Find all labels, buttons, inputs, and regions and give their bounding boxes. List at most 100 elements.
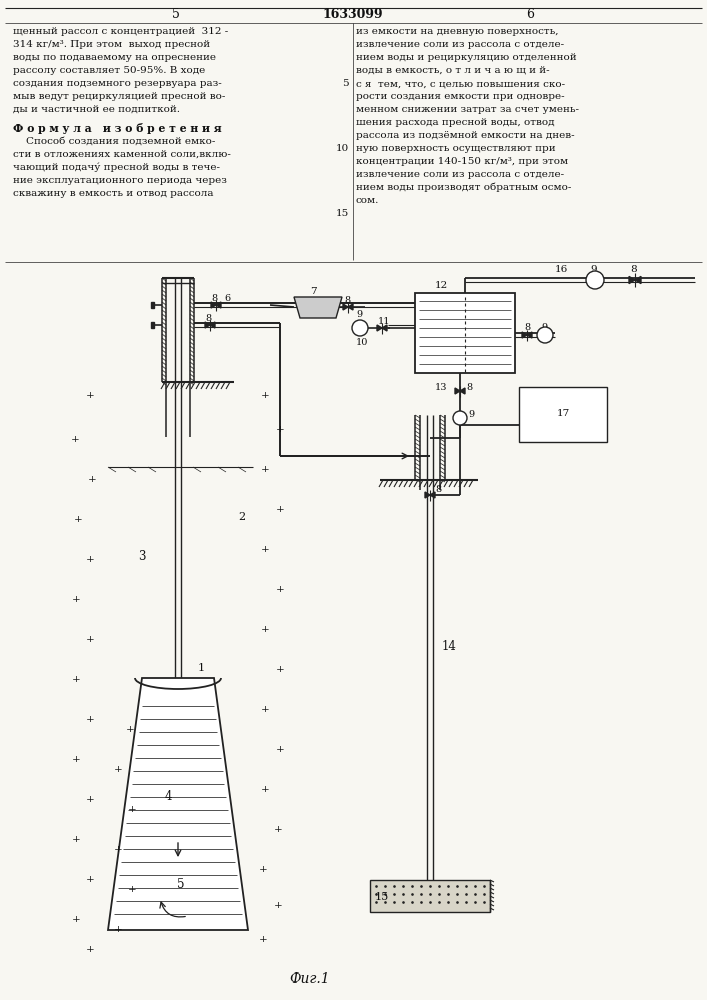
Text: +: + bbox=[261, 390, 269, 399]
Text: 15: 15 bbox=[336, 209, 349, 218]
Text: концентрации 140-150 кг/м³, при этом: концентрации 140-150 кг/м³, при этом bbox=[356, 157, 568, 166]
Bar bbox=[370, 880, 490, 912]
Text: +: + bbox=[261, 626, 269, 635]
Bar bbox=[151, 322, 154, 328]
Text: 11: 11 bbox=[378, 317, 390, 326]
Text: +: + bbox=[86, 796, 94, 804]
Text: сом.: сом. bbox=[356, 196, 380, 205]
Text: +: + bbox=[128, 886, 136, 894]
Text: +: + bbox=[261, 706, 269, 714]
Text: +: + bbox=[126, 726, 134, 734]
Text: 6: 6 bbox=[224, 294, 230, 303]
Text: 8: 8 bbox=[630, 265, 636, 274]
Text: +: + bbox=[86, 636, 94, 645]
Text: +: + bbox=[114, 846, 122, 854]
Polygon shape bbox=[205, 322, 210, 328]
Text: +: + bbox=[71, 916, 81, 924]
Polygon shape bbox=[348, 304, 353, 310]
Text: Ф о р м у л а   и з о б р е т е н и я: Ф о р м у л а и з о б р е т е н и я bbox=[13, 123, 221, 134]
Text: 6: 6 bbox=[526, 8, 534, 21]
Text: 13: 13 bbox=[435, 383, 448, 392]
Text: +: + bbox=[261, 546, 269, 554]
Polygon shape bbox=[522, 332, 527, 338]
Text: 5: 5 bbox=[177, 878, 185, 891]
Text: щенный рассол с концентрацией  312 -: щенный рассол с концентрацией 312 - bbox=[13, 27, 228, 36]
Polygon shape bbox=[216, 302, 221, 308]
Text: +: + bbox=[261, 786, 269, 794]
Text: +: + bbox=[259, 936, 267, 944]
Text: +: + bbox=[71, 836, 81, 844]
Text: 5: 5 bbox=[342, 79, 349, 88]
Text: 8: 8 bbox=[344, 296, 350, 305]
Text: с я  тем, что, с целью повышения ско-: с я тем, что, с целью повышения ско- bbox=[356, 79, 565, 88]
Bar bbox=[151, 302, 154, 308]
Polygon shape bbox=[377, 325, 382, 331]
Polygon shape bbox=[460, 388, 465, 394]
Text: +: + bbox=[276, 426, 284, 434]
Bar bbox=[519, 387, 607, 442]
Text: +: + bbox=[86, 946, 94, 954]
Text: ние эксплуатационного периода через: ние эксплуатационного периода через bbox=[13, 176, 227, 185]
Text: 8: 8 bbox=[205, 314, 211, 323]
Polygon shape bbox=[629, 276, 635, 284]
Text: извлечение соли из рассола с отделе-: извлечение соли из рассола с отделе- bbox=[356, 170, 564, 179]
Text: 9: 9 bbox=[541, 323, 547, 332]
Text: +: + bbox=[88, 476, 96, 485]
Text: +: + bbox=[276, 506, 284, 514]
Circle shape bbox=[453, 411, 467, 425]
Text: 9: 9 bbox=[468, 410, 474, 419]
Polygon shape bbox=[210, 322, 215, 328]
Text: +: + bbox=[71, 676, 81, 684]
Text: 7: 7 bbox=[310, 287, 317, 296]
Text: 16: 16 bbox=[555, 265, 568, 274]
Text: +: + bbox=[86, 390, 94, 399]
Text: +: + bbox=[274, 826, 282, 834]
Text: ды и частичной ее подпиткой.: ды и частичной ее подпиткой. bbox=[13, 105, 180, 114]
Text: из емкости на дневную поверхность,: из емкости на дневную поверхность, bbox=[356, 27, 559, 36]
Circle shape bbox=[352, 320, 368, 336]
Text: +: + bbox=[86, 556, 94, 564]
Text: +: + bbox=[71, 436, 79, 444]
Text: рассола из подзёмной емкости на днев-: рассола из подзёмной емкости на днев- bbox=[356, 131, 575, 140]
Text: сти в отложениях каменной соли,вклю-: сти в отложениях каменной соли,вклю- bbox=[13, 150, 231, 159]
Polygon shape bbox=[455, 388, 460, 394]
Text: Фиг.1: Фиг.1 bbox=[290, 972, 330, 986]
Text: 17: 17 bbox=[556, 410, 570, 418]
Polygon shape bbox=[108, 678, 248, 930]
Text: нием воды и рециркуляцию отделенной: нием воды и рециркуляцию отделенной bbox=[356, 53, 577, 62]
Circle shape bbox=[586, 271, 604, 289]
Text: 8: 8 bbox=[211, 294, 217, 303]
Text: рости создания емкости при одновре-: рости создания емкости при одновре- bbox=[356, 92, 565, 101]
Text: 4: 4 bbox=[164, 790, 172, 803]
Text: +: + bbox=[86, 876, 94, 884]
Text: +: + bbox=[86, 716, 94, 724]
Text: 9: 9 bbox=[590, 265, 597, 274]
Text: воды в емкость, о т л и ч а ю щ и й-: воды в емкость, о т л и ч а ю щ и й- bbox=[356, 66, 549, 75]
Polygon shape bbox=[343, 304, 348, 310]
Text: 10: 10 bbox=[356, 338, 368, 347]
Text: +: + bbox=[71, 595, 81, 604]
Text: воды по подаваемому на опреснение: воды по подаваемому на опреснение bbox=[13, 53, 216, 62]
Text: +: + bbox=[128, 806, 136, 814]
Text: нием воды производят обратным осмо-: нием воды производят обратным осмо- bbox=[356, 183, 571, 192]
Text: 9: 9 bbox=[356, 310, 362, 319]
Polygon shape bbox=[211, 302, 216, 308]
Text: извлечение соли из рассола с отделе-: извлечение соли из рассола с отделе- bbox=[356, 40, 564, 49]
Text: 12: 12 bbox=[435, 281, 448, 290]
Text: 14: 14 bbox=[442, 640, 457, 653]
Text: 1633099: 1633099 bbox=[322, 8, 383, 21]
Text: чающий подачу́ пресной воды в тече-: чающий подачу́ пресной воды в тече- bbox=[13, 163, 220, 172]
Text: скважину в емкость и отвод рассола: скважину в емкость и отвод рассола bbox=[13, 189, 214, 198]
Text: +: + bbox=[261, 466, 269, 475]
Text: 15: 15 bbox=[375, 892, 390, 902]
Text: ную поверхность осуществляют при: ную поверхность осуществляют при bbox=[356, 144, 556, 153]
Text: +: + bbox=[276, 666, 284, 674]
Text: 5: 5 bbox=[172, 8, 180, 21]
Polygon shape bbox=[635, 276, 641, 284]
Text: +: + bbox=[74, 516, 83, 524]
Text: +: + bbox=[276, 585, 284, 594]
Text: 8: 8 bbox=[466, 383, 472, 392]
Text: +: + bbox=[114, 926, 122, 934]
Text: +: + bbox=[71, 756, 81, 764]
Text: 2: 2 bbox=[238, 512, 245, 522]
